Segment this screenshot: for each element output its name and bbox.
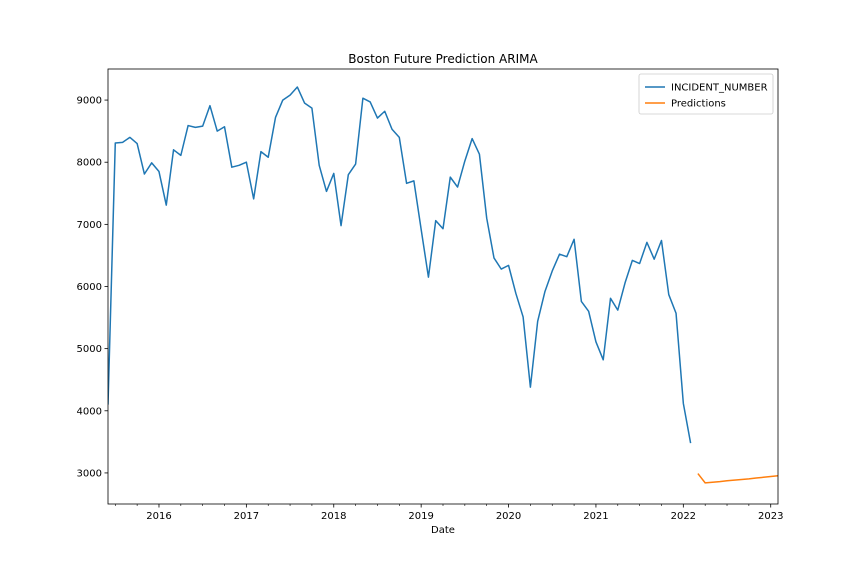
legend-label: INCIDENT_NUMBER (671, 83, 768, 94)
chart-title: Boston Future Prediction ARIMA (348, 52, 538, 66)
legend-label: Predictions (671, 99, 726, 110)
y-tick-label: 9000 (77, 96, 102, 107)
plot-area (108, 69, 778, 504)
x-tick-label: 2023 (758, 511, 783, 522)
x-tick-label: 2017 (234, 511, 259, 522)
y-tick-label: 7000 (77, 220, 102, 231)
y-tick-label: 8000 (77, 158, 102, 169)
y-tick-label: 6000 (77, 282, 102, 293)
legend-frame (638, 73, 774, 115)
y-tick-label: 3000 (77, 468, 102, 479)
plot-frame (107, 68, 779, 505)
x-axis-label: Date (431, 525, 455, 536)
series-layer (108, 86, 778, 484)
series-line-incident-number (108, 86, 692, 444)
x-tick-label: 2016 (146, 511, 171, 522)
x-tick-label: 2019 (408, 511, 433, 522)
axes-layer: 2016 2017 2018 2019 2020 2021 2022 2023 3000 4000… (77, 96, 784, 522)
x-tick-label: 2022 (671, 511, 696, 522)
y-tick-label: 4000 (77, 406, 102, 417)
y-tick-label: 5000 (77, 344, 102, 355)
series-line-predictions (697, 473, 778, 484)
x-tick-label: 2018 (321, 511, 346, 522)
x-tick-label: 2020 (496, 511, 521, 522)
legend: INCIDENT_NUMBER Predictions (638, 73, 774, 115)
x-tick-label: 2021 (583, 511, 608, 522)
